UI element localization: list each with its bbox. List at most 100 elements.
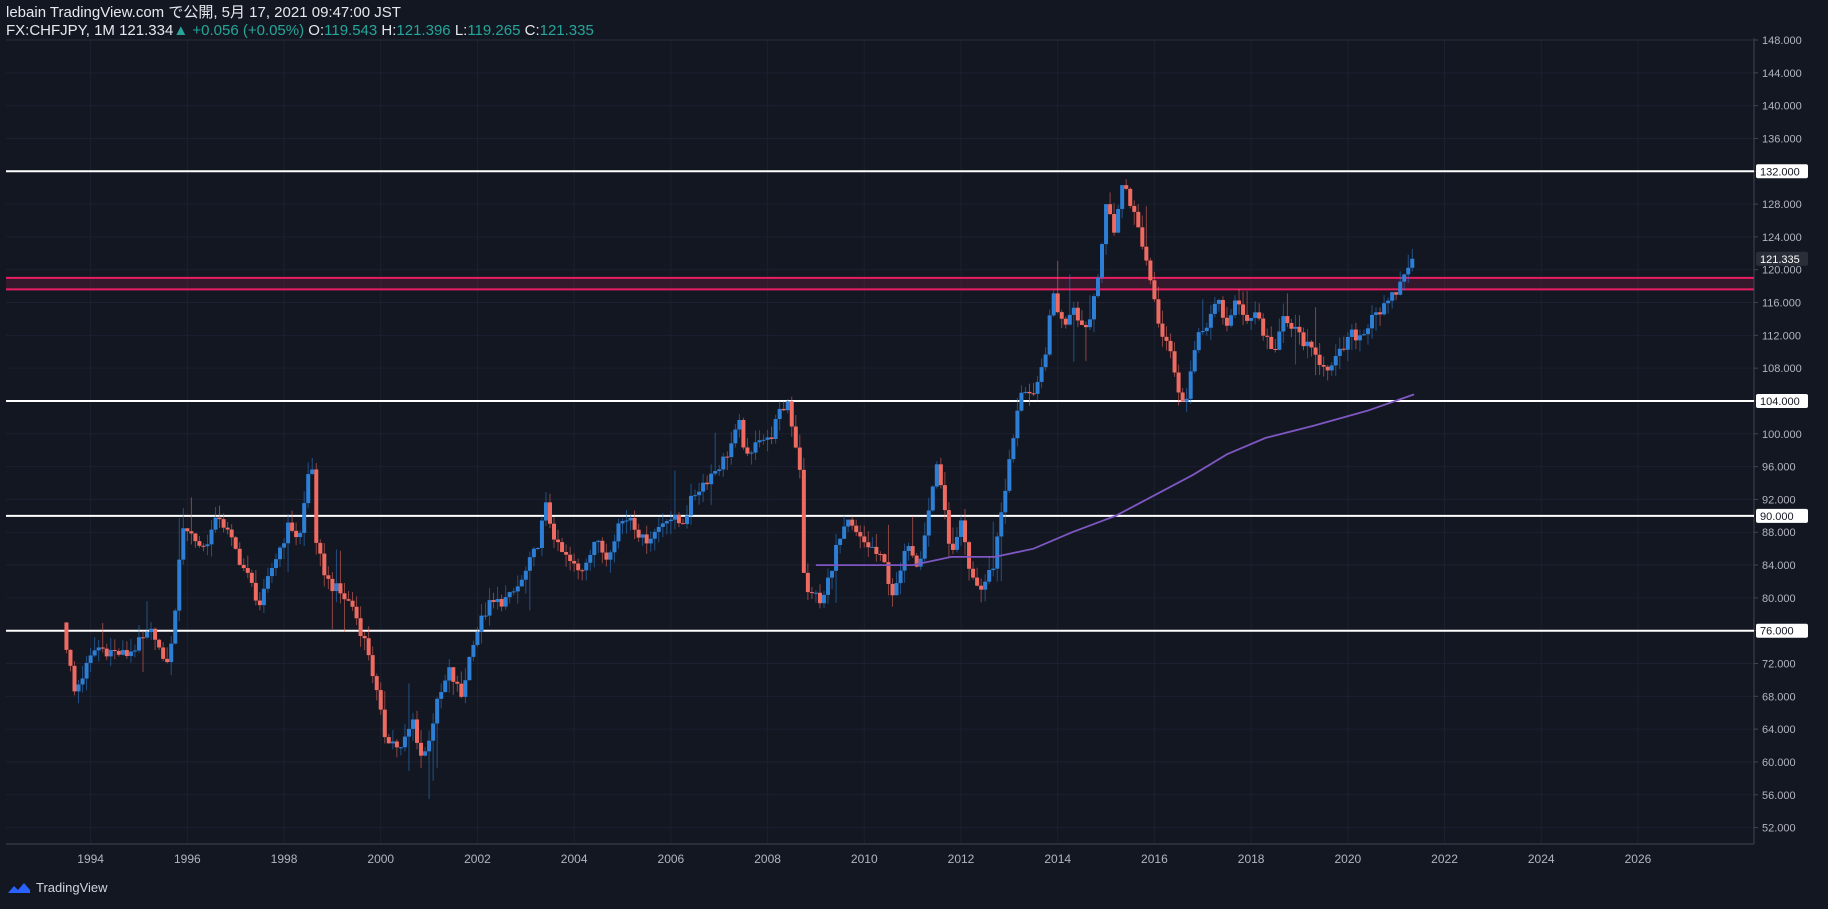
candle-body: [447, 667, 452, 681]
candle-body: [217, 517, 222, 520]
candle-body: [568, 554, 573, 561]
candle-body: [370, 655, 375, 677]
candle-body: [535, 547, 540, 549]
candle-body: [366, 638, 371, 656]
candle-body: [487, 600, 492, 616]
candle-body: [1345, 336, 1350, 350]
candle-body: [914, 555, 919, 567]
candle-body: [1160, 323, 1165, 337]
candle-body: [423, 751, 428, 756]
level-tag-bg: [1756, 623, 1808, 638]
symbol-timeframe[interactable]: FX:CHFJPY, 1M: [6, 22, 115, 39]
candle-body: [189, 531, 194, 534]
candle-body: [777, 408, 782, 420]
candle-body: [241, 564, 246, 569]
candle-body: [390, 741, 395, 744]
last-price-tag-label: 121.335: [1760, 254, 1800, 266]
x-tick-label: 1996: [174, 852, 201, 866]
candle-body: [830, 570, 835, 578]
candle-body: [737, 419, 742, 430]
x-tick-label: 2018: [1238, 852, 1265, 866]
candle-body: [1285, 316, 1290, 324]
candle-body: [499, 599, 504, 607]
candle-body: [511, 591, 516, 593]
candle-body: [1337, 348, 1342, 356]
candle-body: [1015, 410, 1020, 439]
y-tick-label: 100.000: [1762, 429, 1802, 441]
candle-body: [290, 522, 295, 531]
candle-body: [886, 562, 891, 584]
y-tick-label: 52.000: [1762, 823, 1796, 835]
y-tick-label: 120.000: [1762, 265, 1802, 277]
candle-body: [1136, 211, 1141, 228]
candle-body: [697, 491, 702, 496]
candle-body: [721, 456, 726, 470]
x-tick-label: 2016: [1141, 852, 1168, 866]
candle-body: [636, 529, 641, 538]
price-change: +0.056 (+0.05%): [192, 22, 305, 39]
candle-body: [185, 528, 190, 532]
candle-body: [874, 546, 879, 554]
candle-body: [572, 560, 577, 564]
candle-body: [995, 536, 1000, 569]
x-tick-label: 2020: [1334, 852, 1361, 866]
candle-body: [76, 684, 81, 692]
candle-body: [282, 543, 287, 548]
candle-body: [1305, 341, 1310, 347]
candle-body: [342, 593, 347, 600]
candle-body: [628, 517, 633, 521]
candle-body: [201, 545, 206, 547]
candle-body: [958, 520, 963, 537]
candle-body: [64, 622, 69, 650]
candle-body: [1245, 314, 1250, 321]
level-tag-bg: [1756, 164, 1808, 179]
candle-body: [664, 521, 669, 524]
candle-body: [128, 651, 133, 657]
candle-body: [205, 544, 210, 547]
candle-body: [451, 667, 456, 682]
candle-body: [588, 554, 593, 563]
candle-body: [523, 570, 528, 580]
candle-body: [672, 514, 677, 520]
candle-body: [821, 594, 826, 604]
candle-body: [402, 736, 407, 748]
y-tick-label: 64.000: [1762, 724, 1796, 736]
candle-body: [612, 541, 617, 553]
tradingview-logo[interactable]: TradingView: [6, 880, 108, 895]
candle-body: [757, 440, 762, 443]
candle-body: [1293, 326, 1298, 329]
candle-body: [894, 583, 899, 596]
close-value: 121.335: [539, 22, 594, 39]
candle-body: [942, 485, 947, 511]
y-tick-label: 116.000: [1762, 298, 1801, 310]
candle-body: [1120, 185, 1125, 209]
candle-body: [652, 531, 657, 539]
candle-body: [930, 486, 935, 511]
x-tick-label: 2000: [367, 852, 394, 866]
candle-body: [92, 650, 97, 656]
open-value: 119.543: [324, 22, 378, 39]
y-tick-label: 96.000: [1762, 462, 1796, 474]
candle-body: [431, 723, 436, 741]
candle-body: [644, 534, 649, 544]
x-axis[interactable]: 1994 1996 1998 2000 2002 2004 2006 2008 2010 2012…: [77, 852, 1651, 866]
grid: [6, 39, 1754, 844]
candle-body: [1132, 205, 1137, 212]
resistance-band[interactable]: [6, 276, 1754, 291]
candle-body: [1067, 314, 1072, 325]
y-tick-label: 84.000: [1762, 560, 1796, 572]
candle-body: [1168, 340, 1173, 352]
candle-body: [495, 599, 500, 602]
x-tick-label: 2006: [658, 852, 685, 866]
candle-body: [1148, 260, 1153, 281]
candle-body: [1281, 316, 1286, 332]
candle-body: [656, 526, 661, 532]
y-tick-label: 128.000: [1762, 199, 1802, 211]
candle-body: [1329, 365, 1334, 371]
x-tick-label: 2004: [561, 852, 588, 866]
candle-body: [169, 643, 174, 663]
horizontal-levels[interactable]: [6, 170, 1754, 632]
candle-body: [906, 546, 911, 551]
y-axis[interactable]: 52.000 56.000 60.000 64.000 68.000 72.000 76.0…: [1754, 35, 1808, 835]
